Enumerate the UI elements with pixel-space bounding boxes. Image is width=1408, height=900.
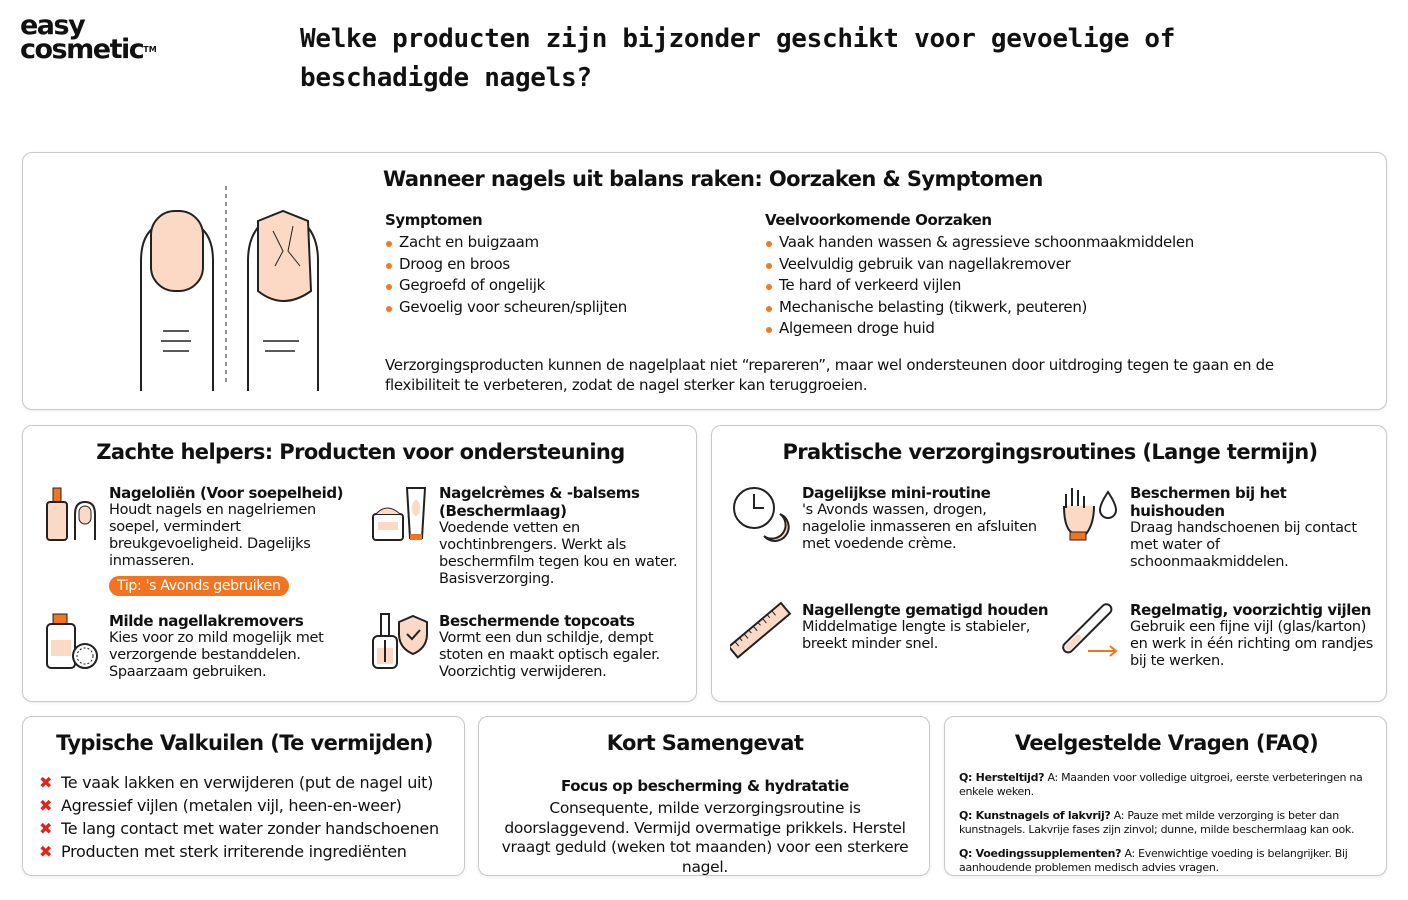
- pitfall-text: Te lang contact met water zonder handsch…: [61, 819, 439, 838]
- routine-text: Gebruik een fijne vijl (glas/karton) en …: [1130, 619, 1373, 669]
- routine-item: Regelmatig, voorzichtig vijlen Gebruik ee…: [1058, 601, 1378, 670]
- cross-icon: ✖: [39, 796, 53, 815]
- ruler-icon: [730, 601, 792, 659]
- pitfalls-panel: Typische Valkuilen (Te vermijden) ✖ Te va…: [22, 716, 465, 876]
- causes-panel: Wanneer nagels uit balans raken: Oorzake…: [22, 152, 1387, 410]
- products-panel: Zachte helpers: Producten voor ondersteu…: [22, 425, 697, 702]
- faq-item: Q: Voedingssupplementen? A: Evenwichtige…: [959, 847, 1379, 875]
- product-text: Vormt een dun schildje, dempt stoten en …: [439, 630, 660, 680]
- routine-item: Dagelijkse mini-routine's Avonds wassen,…: [730, 484, 1050, 553]
- list-item: Te hard of verkeerd vijlen: [765, 275, 1194, 297]
- faq-question: Q: Voedingssupplementen?: [959, 847, 1122, 860]
- list-item: Gegroefd of ongelijk: [385, 275, 627, 297]
- product-item: Beschermende topcoats Vormt een dun schil…: [371, 612, 691, 681]
- faq-panel: Veelgestelde Vragen (FAQ) Q: Hersteltijd…: [944, 716, 1387, 876]
- product-item: Milde nagellakremovers Kies voor zo mild …: [43, 612, 363, 681]
- cross-icon: ✖: [39, 773, 53, 792]
- list-item: Veelvuldig gebruik van nagellakremover: [765, 254, 1194, 276]
- logo-line1: easy: [20, 10, 86, 41]
- routine-text: 's Avonds wassen, drogen, nagelolie inma…: [802, 502, 1037, 552]
- faq-question: Q: Hersteltijd?: [959, 771, 1045, 784]
- routines-heading: Praktische verzorgingsroutines (Lange te…: [782, 440, 1318, 464]
- pitfall-text: Producten met sterk irriterende ingredië…: [61, 842, 407, 861]
- summary-subtitle: Focus op bescherming & hydratatie: [561, 777, 849, 795]
- routine-text: Middelmatige lengte is stabieler, breekt…: [802, 619, 1031, 652]
- routine-item: Nagellengte gematigd houden Middelmatige …: [730, 601, 1050, 661]
- causes-note: Verzorgingsproducten kunnen de nagelplaa…: [385, 356, 1274, 394]
- routine-title: Dagelijkse mini-routine: [802, 484, 991, 502]
- list-item: ✖ Te vaak lakken en verwijderen (put de n…: [39, 771, 439, 794]
- routine-title: Nagellengte gematigd houden: [802, 601, 1049, 619]
- faq-heading: Veelgestelde Vragen (FAQ): [1014, 731, 1319, 755]
- trademark: TM: [143, 45, 157, 54]
- causes-heading: Wanneer nagels uit balans raken: Oorzake…: [383, 167, 1043, 191]
- symptoms-title: Symptomen: [385, 211, 483, 229]
- oil-dropper-icon: [46, 487, 96, 541]
- product-item: Nagelcrèmes & -balsems (Beschermlaag) Voe…: [371, 484, 691, 588]
- routine-title: Regelmatig, voorzichtig vijlen: [1130, 601, 1372, 619]
- faq-answer: A: Maanden voor volledige uitgroei, eers…: [959, 771, 1363, 798]
- logo: easy cosmeticTM: [20, 10, 157, 65]
- cross-icon: ✖: [39, 819, 53, 838]
- list-item: ✖ Agressief vijlen (metalen vijl, heen-en…: [39, 794, 439, 817]
- list-item: ✖ Producten met sterk irriterende ingredi…: [39, 840, 439, 863]
- cross-icon: ✖: [39, 842, 53, 861]
- product-item: Nageloliën (Voor soepelheid) Houdt nagels…: [43, 484, 363, 596]
- summary-text: Consequente, milde verzorgingsroutine is…: [501, 799, 909, 876]
- page-title: Welke producten zijn bijzonder geschikt …: [300, 24, 1176, 93]
- nail-comparison-icon: [140, 186, 319, 391]
- list-item: Algemeen droge huid: [765, 318, 1194, 340]
- logo-line2: cosmetic: [20, 34, 145, 65]
- remover-bottle-icon: [46, 613, 98, 669]
- list-item: Vaak handen wassen & agressieve schoonma…: [765, 232, 1194, 254]
- product-title: Nagelcrèmes & -balsems (Beschermlaag): [439, 484, 640, 520]
- pitfalls-list: ✖ Te vaak lakken en verwijderen (put de n…: [39, 771, 439, 863]
- faq-question: Q: Kunstnagels of lakvrij?: [959, 809, 1111, 822]
- faq-answer: A: Evenwichtige voeding is belangrijker.…: [959, 847, 1348, 874]
- product-title: Nageloliën (Voor soepelheid): [109, 484, 344, 502]
- product-text: Voedende vetten en vochtinbrengers. Werk…: [439, 520, 678, 587]
- routine-text: Draag handschoenen bij contact met water…: [1130, 520, 1357, 570]
- causes-title: Veelvoorkomende Oorzaken: [765, 211, 992, 229]
- faq-item: Q: Hersteltijd? A: Maanden voor volledig…: [959, 771, 1379, 799]
- routines-panel: Praktische verzorgingsroutines (Lange te…: [711, 425, 1387, 702]
- clock-moon-icon: [733, 487, 790, 542]
- list-item: Zacht en buigzaam: [385, 232, 627, 254]
- symptoms-list: Zacht en buigzaam Droog en broos Gegroef…: [385, 232, 627, 318]
- cream-jar-tube-icon: [372, 487, 427, 541]
- tip-badge: Tip: 's Avonds gebruiken: [109, 576, 289, 596]
- product-title: Beschermende topcoats: [439, 612, 635, 630]
- products-heading: Zachte helpers: Producten voor ondersteu…: [96, 440, 625, 464]
- topcoat-shield-icon: [372, 613, 428, 669]
- list-item: Mechanische belasting (tikwerk, peuteren…: [765, 297, 1194, 319]
- summary-panel: Kort Samengevat Focus op bescherming & h…: [478, 716, 930, 876]
- causes-list: Vaak handen wassen & agressieve schoonma…: [765, 232, 1194, 340]
- routine-item: Beschermen bij het huishouden Draag hands…: [1058, 484, 1378, 571]
- glove-drop-icon: [1063, 488, 1118, 541]
- list-item: Droog en broos: [385, 254, 627, 276]
- faq-item: Q: Kunstnagels of lakvrij? A: Pauze met …: [959, 809, 1379, 837]
- product-text: Kies voor zo mild mogelijk met verzorgen…: [109, 630, 324, 680]
- list-item: Gevoelig voor scheuren/splijten: [385, 297, 627, 319]
- pitfalls-heading: Typische Valkuilen (Te vermijden): [56, 731, 433, 755]
- product-text: Houdt nagels en nagelriemen soepel, verm…: [109, 502, 316, 569]
- faq-answer: A: Pauze met milde verzorging is beter d…: [959, 809, 1355, 836]
- pitfall-text: Agressief vijlen (metalen vijl, heen-en-…: [61, 796, 402, 815]
- routine-title: Beschermen bij het huishouden: [1130, 484, 1287, 520]
- pitfall-text: Te vaak lakken en verwijderen (put de na…: [61, 773, 434, 792]
- list-item: ✖ Te lang contact met water zonder handsc…: [39, 817, 439, 840]
- nail-file-icon: [1062, 603, 1118, 657]
- summary-heading: Kort Samengevat: [606, 731, 804, 755]
- product-title: Milde nagellakremovers: [109, 612, 304, 630]
